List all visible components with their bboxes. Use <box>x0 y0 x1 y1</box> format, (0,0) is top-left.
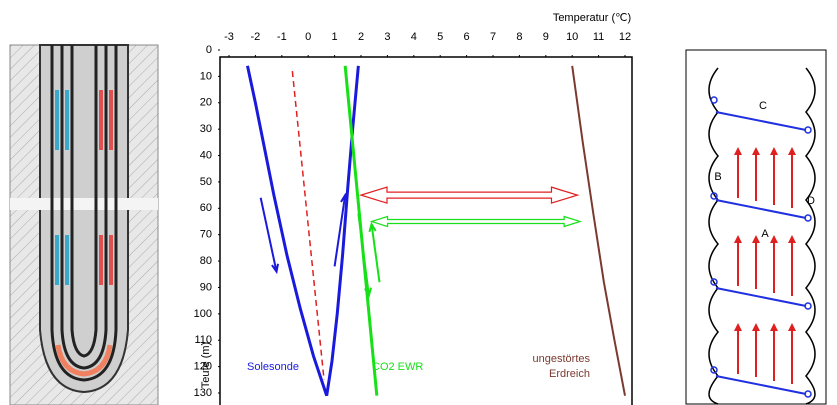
series-line <box>572 66 625 396</box>
y-tick-label: 20 <box>200 97 212 109</box>
x-tick-label: 9 <box>543 31 549 43</box>
double-arrow <box>372 217 581 227</box>
y-tick-label: 70 <box>200 229 212 241</box>
series-label: ungestörtes Erdreich <box>520 352 590 382</box>
diagram-label: A <box>761 228 769 240</box>
x-tick-label: 11 <box>593 31 604 43</box>
y-tick-label: 80 <box>200 255 212 267</box>
x-tick-label: 2 <box>358 31 364 43</box>
x-tick-label: 1 <box>332 31 338 43</box>
y-tick-label: 30 <box>200 123 212 135</box>
y-tick-label: 40 <box>200 149 212 161</box>
x-tick-label: 5 <box>437 31 443 43</box>
y-tick-label: 0 <box>206 44 212 56</box>
y-tick-label: 50 <box>200 176 212 188</box>
x-tick-label: 12 <box>619 31 631 43</box>
series-line <box>247 66 358 396</box>
diagram-label: B <box>714 171 721 183</box>
x-tick-label: 3 <box>384 31 390 43</box>
series-label: Solesonde <box>247 361 299 373</box>
x-tick-label: 0 <box>305 31 311 43</box>
x-tick-label: 7 <box>490 31 496 43</box>
y-tick-label: 130 <box>194 387 212 399</box>
x-tick-label: -1 <box>277 31 287 43</box>
x-tick-label: 6 <box>464 31 470 43</box>
diagram-label: C <box>759 100 767 112</box>
borehole-illustration <box>10 45 158 405</box>
y-tick-label: 110 <box>194 334 212 346</box>
y-tick-label: 120 <box>194 361 212 373</box>
exchanger-diagram: C B D A <box>686 50 826 404</box>
y-tick-label: 10 <box>200 70 212 82</box>
y-tick-label: 60 <box>200 202 212 214</box>
flow-arrow <box>369 224 379 282</box>
y-tick-label: 100 <box>194 308 212 320</box>
x-tick-label: -3 <box>224 31 234 43</box>
diagram-label: D <box>807 195 815 207</box>
x-axis-label: Temperatur (℃) <box>553 12 631 24</box>
x-tick-label: 8 <box>516 31 522 43</box>
x-tick-label: 4 <box>411 31 417 43</box>
page: Temperatur (℃) Teufe (m) C B D A -3-2-10… <box>0 0 837 405</box>
double-arrow <box>361 187 577 203</box>
series-label: CO2 EWR <box>372 361 423 373</box>
x-tick-label: -2 <box>251 31 261 43</box>
chart: Temperatur (℃) Teufe (m) C B D A -3-2-10… <box>0 0 837 405</box>
y-tick-label: 90 <box>200 281 212 293</box>
x-tick-label: 10 <box>566 31 578 43</box>
